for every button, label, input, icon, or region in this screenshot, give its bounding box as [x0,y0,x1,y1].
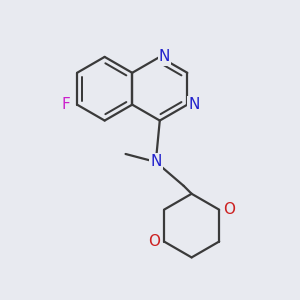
Text: O: O [223,202,235,217]
Text: N: N [150,154,161,169]
Text: N: N [188,97,200,112]
Text: O: O [148,234,160,249]
Text: N: N [159,50,170,64]
Text: F: F [61,97,70,112]
